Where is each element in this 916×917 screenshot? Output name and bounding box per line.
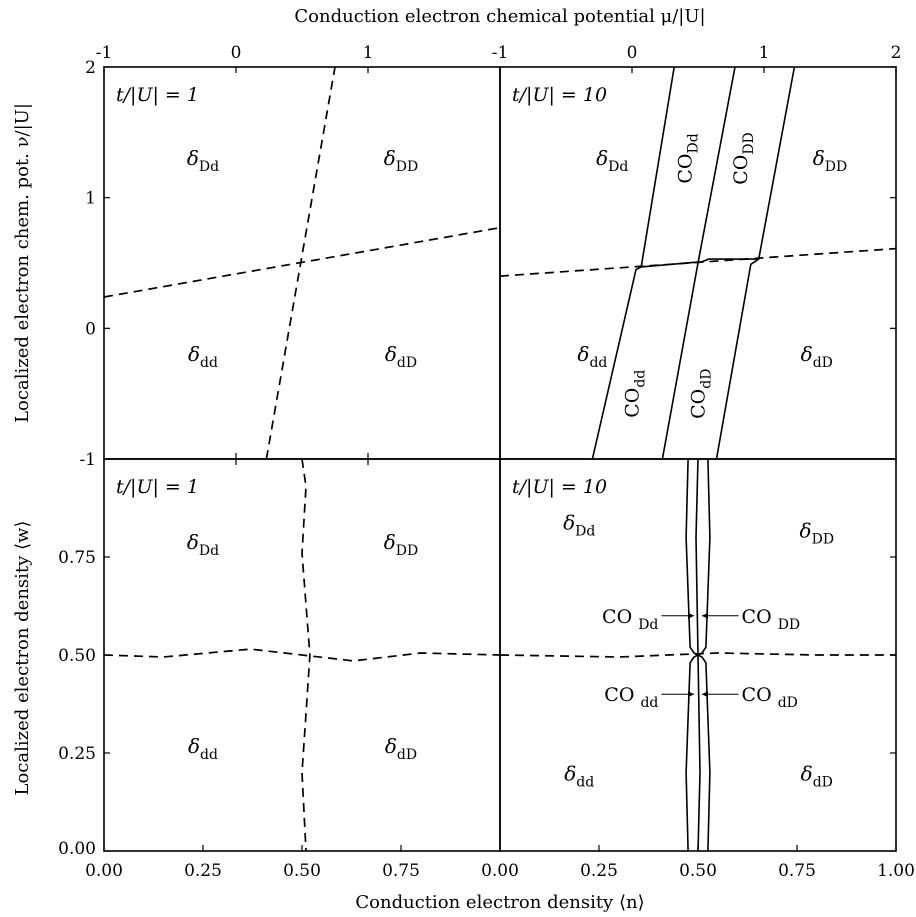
co-arrow-head: [688, 612, 695, 619]
left-axis-title-bottom: Localized electron density ⟨w⟩: [12, 521, 33, 796]
co-label-dd: CO dD: [742, 684, 798, 711]
solid-boundary-top-right: [661, 66, 736, 460]
co-arrow-head: [688, 691, 695, 698]
co-label-dd: CO DD: [742, 606, 801, 633]
left-tick-label: 2: [85, 58, 96, 78]
left-tick-label: 0.75: [58, 548, 96, 568]
region-label-dd: δdD: [801, 342, 833, 371]
region-label-dd: δdd: [577, 342, 607, 371]
region-label-dd: δDD: [800, 518, 835, 547]
solid-boundary-bottom-right: [696, 458, 711, 852]
region-label-dd: δdD: [801, 761, 833, 790]
region-label-dd: δdd: [564, 761, 594, 790]
co-arrow-head: [701, 691, 708, 698]
dashed-boundary-top-left: [103, 226, 501, 298]
bottom-tick-label: 0.00: [85, 861, 123, 881]
left-tick-label: -1: [79, 450, 96, 470]
dashed-boundary-bottom-right: [499, 652, 896, 658]
panel-label-bottom-right: t/|U| = 10: [512, 476, 607, 498]
top-tick-label: 0: [231, 43, 242, 63]
bottom-tick-label: 0.25: [580, 861, 618, 881]
left-tick-label: 1: [85, 189, 96, 209]
left-tick-label: 0.00: [58, 839, 96, 859]
co-label-dd: COdd: [622, 370, 649, 418]
dashed-boundary-bottom-left: [301, 458, 311, 852]
co-label-group: CODD: [730, 132, 757, 185]
region-label-dd: δDd: [187, 146, 219, 175]
region-label-dd: δdd: [188, 342, 218, 371]
solid-boundary-top-right: [591, 260, 703, 460]
bottom-tick-label: 0.50: [679, 861, 717, 881]
co-label-dd: CO dd: [604, 684, 658, 711]
bottom-tick-label: 1.00: [877, 861, 915, 881]
panel-label-top-left: t/|U| = 1: [116, 84, 199, 106]
panel-label-bottom-left: t/|U| = 1: [116, 476, 199, 498]
panel-label-top-right: t/|U| = 10: [512, 84, 607, 106]
region-label-dd: δDD: [384, 530, 419, 559]
dashed-boundary-top-left: [265, 66, 336, 460]
region-label-dd: δDd: [563, 511, 595, 540]
bottom-tick-label: 0.00: [481, 861, 519, 881]
co-label-dd: CODD: [730, 132, 757, 185]
bottom-tick-label: 0.25: [184, 861, 222, 881]
region-label-dd: δdD: [385, 734, 417, 763]
bottom-tick-label: 0.75: [382, 861, 420, 881]
left-tick-label: 0.25: [58, 744, 96, 764]
region-label-dd: δDd: [596, 146, 628, 175]
top-tick-label: 0: [627, 43, 638, 63]
bottom-tick-label: 0.50: [283, 861, 321, 881]
region-label-dd: δDD: [384, 146, 419, 175]
top-axis-title: Conduction electron chemical potential μ…: [294, 6, 705, 27]
left-tick-label: 0.50: [58, 646, 96, 666]
left-tick-label: 0: [85, 319, 96, 339]
top-tick-label: 2: [891, 43, 902, 63]
co-arrow-head: [701, 612, 708, 619]
left-axis-title-top: Localized electron chem. pot. ν/|U|: [12, 103, 33, 423]
region-label-dd: δDD: [813, 146, 848, 175]
co-label-dd: CO Dd: [602, 606, 658, 633]
labels-layer: t/|U| = 1 δDd δDD δdd δdD t/|U| = 10 δDd δDD δdd…: [116, 84, 847, 790]
co-label-group: CODd: [674, 133, 701, 183]
top-tick-label: 1: [759, 43, 770, 63]
dashed-boundary-bottom-left: [103, 648, 501, 662]
bottom-tick-label: 0.75: [778, 861, 816, 881]
solid-boundary-top-right: [701, 258, 759, 263]
co-label-dd: COdD: [688, 369, 715, 419]
top-tick-label: -1: [96, 43, 113, 63]
solid-boundary-top-right: [715, 66, 796, 460]
region-label-dd: δDd: [187, 530, 219, 559]
region-label-dd: δdd: [188, 734, 218, 763]
co-label-group: COdd: [622, 370, 649, 418]
top-tick-label: 1: [363, 43, 374, 63]
bottom-axis-title: Conduction electron density ⟨n⟩: [355, 892, 644, 913]
curves-layer: [103, 66, 897, 852]
top-tick-label: -1: [492, 43, 509, 63]
co-label-dd: CODd: [674, 133, 701, 183]
solid-boundary-top-right: [640, 66, 675, 268]
co-label-group: COdD: [688, 369, 715, 419]
region-label-dd: δdD: [385, 342, 417, 371]
